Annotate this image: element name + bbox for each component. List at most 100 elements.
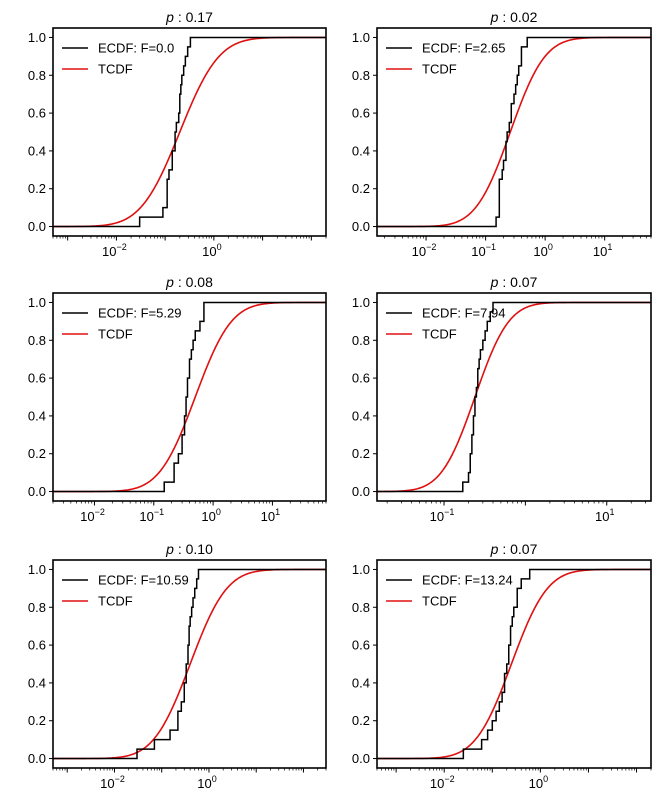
legend-tcdf-label: TCDF: [422, 62, 457, 77]
x-tick-label: 10−1: [471, 242, 496, 259]
x-tick-label: 10−1: [139, 507, 164, 524]
axes-frame: [52, 292, 327, 502]
y-tick-label: 0.0: [352, 484, 370, 499]
tcdf-curve: [377, 568, 651, 760]
x-tick-label: 10−2: [80, 507, 105, 524]
y-tick-label: 0.4: [28, 675, 46, 690]
title-variable: p: [165, 541, 174, 557]
ecdf-step: [53, 36, 326, 228]
y-tick-label: 1.0: [28, 562, 46, 577]
subplot-title: p : 0.07: [490, 274, 538, 290]
y-tick-label: 0.6: [28, 371, 46, 386]
legend-tcdf-label: TCDF: [422, 594, 457, 609]
subplot-3: p : 0.08 0.0 0.2 0.4 0.6 0.8 1.0 10−2 10−1 100 101…: [28, 274, 327, 524]
y-tick-label: 0.6: [352, 638, 370, 653]
legend: ECDF: F=13.24 TCDF: [386, 573, 513, 609]
legend: ECDF: F=0.0 TCDF: [62, 41, 174, 77]
title-variable: p: [165, 274, 174, 290]
y-tick-label: 0.8: [28, 68, 46, 83]
y-tick-label: 0.2: [28, 181, 46, 196]
y-tick-label: 1.0: [352, 562, 370, 577]
legend: ECDF: F=5.29 TCDF: [62, 306, 181, 342]
y-tick-label: 0.0: [28, 484, 46, 499]
y-tick-label: 0.0: [28, 751, 46, 766]
y-tick-label: 0.6: [352, 106, 370, 121]
y-tick-label: 0.4: [352, 675, 370, 690]
legend-ecdf-label: ECDF: F=7.94: [422, 306, 505, 321]
plot-area: [377, 36, 651, 228]
title-variable: p: [165, 9, 174, 25]
tcdf-curve: [53, 36, 326, 228]
y-tick-label: 0.2: [352, 181, 370, 196]
y-tick-label: 0.0: [352, 751, 370, 766]
x-tick-label: 100: [529, 774, 548, 791]
y-tick-label: 0.8: [28, 333, 46, 348]
title-value: : 0.10: [174, 541, 213, 557]
subplot-title: p : 0.02: [490, 9, 538, 25]
subplot-title: p : 0.10: [165, 541, 213, 557]
subplot-title: p : 0.17: [165, 9, 213, 25]
axes-frame: [376, 292, 652, 502]
subplot-6: p : 0.07 0.0 0.2 0.4 0.6 0.8 1.0 10−2 100 ECDF: F…: [352, 541, 652, 791]
tcdf-curve: [53, 301, 326, 493]
x-tick-label: 100: [202, 242, 221, 259]
x-tick-label: 101: [593, 242, 612, 259]
y-tick-label: 0.2: [352, 713, 370, 728]
x-tick-label: 100: [533, 242, 552, 259]
x-tick-label: 10−2: [430, 774, 455, 791]
x-tick-label: 10−2: [102, 242, 127, 259]
legend-ecdf-label: ECDF: F=10.59: [98, 573, 189, 588]
x-tick-label: 100: [201, 507, 220, 524]
legend: ECDF: F=10.59 TCDF: [62, 573, 189, 609]
title-value: : 0.08: [174, 274, 213, 290]
plot-area: [377, 568, 651, 760]
subplot-4: p : 0.07 0.0 0.2 0.4 0.6 0.8 1.0 10−1 101 ECDF: F…: [352, 274, 652, 524]
y-tick-label: 0.2: [28, 713, 46, 728]
y-tick-label: 0.0: [352, 219, 370, 234]
legend: ECDF: F=7.94 TCDF: [386, 306, 505, 342]
legend-ecdf-label: ECDF: F=13.24: [422, 573, 513, 588]
ecdf-step: [377, 301, 651, 493]
subplot-title: p : 0.08: [165, 274, 213, 290]
y-tick-label: 1.0: [28, 30, 46, 45]
y-tick-label: 0.0: [28, 219, 46, 234]
x-tick-label: 10−2: [100, 774, 125, 791]
title-value: : 0.07: [498, 274, 537, 290]
axes-frame: [52, 559, 327, 769]
y-tick-label: 1.0: [352, 295, 370, 310]
title-value: : 0.07: [498, 541, 537, 557]
axes-frame: [52, 27, 327, 237]
legend-tcdf-label: TCDF: [98, 62, 133, 77]
title-variable: p: [490, 274, 499, 290]
y-tick-label: 0.4: [28, 143, 46, 158]
legend-ecdf-label: ECDF: F=2.65: [422, 41, 505, 56]
title-value: : 0.02: [498, 9, 537, 25]
x-tick-label: 100: [197, 774, 216, 791]
y-tick-label: 0.4: [28, 408, 46, 423]
y-tick-label: 0.2: [28, 446, 46, 461]
plot-area: [53, 301, 326, 493]
ecdf-step: [377, 36, 651, 228]
subplot-title: p : 0.07: [490, 541, 538, 557]
axes-frame: [376, 27, 652, 237]
plot-area: [53, 568, 326, 760]
y-tick-label: 0.8: [352, 600, 370, 615]
y-tick-label: 0.6: [352, 371, 370, 386]
y-tick-label: 0.8: [352, 68, 370, 83]
legend-tcdf-label: TCDF: [422, 327, 457, 342]
x-tick-label: 101: [595, 507, 614, 524]
tcdf-curve: [377, 301, 651, 493]
ecdf-step: [53, 301, 326, 493]
subplot-5: p : 0.10 0.0 0.2 0.4 0.6 0.8 1.0 10−2 100 ECDF: F…: [28, 541, 327, 791]
legend-tcdf-label: TCDF: [98, 327, 133, 342]
legend-tcdf-label: TCDF: [98, 594, 133, 609]
legend-ecdf-label: ECDF: F=5.29: [98, 306, 181, 321]
y-tick-label: 0.4: [352, 408, 370, 423]
title-variable: p: [490, 541, 499, 557]
title-variable: p: [490, 9, 499, 25]
title-value: : 0.17: [174, 9, 213, 25]
x-tick-label: 10−2: [412, 242, 437, 259]
plot-area: [377, 301, 651, 493]
plot-area: [53, 36, 326, 228]
